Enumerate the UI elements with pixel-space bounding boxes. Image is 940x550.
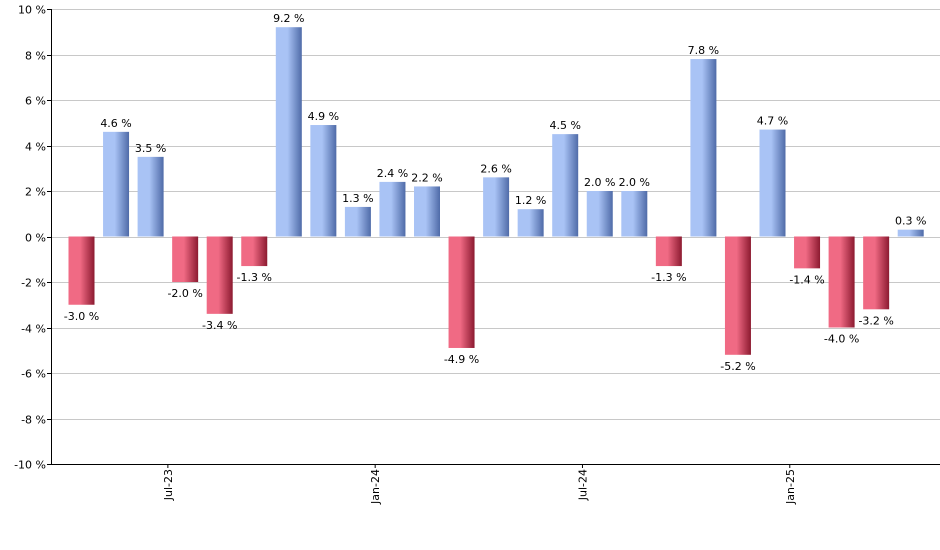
y-tick-label: 4 %: [25, 141, 46, 154]
bar: [414, 186, 440, 237]
bar-value-label: 3.5 %: [135, 142, 166, 155]
x-tick-label: Jan-24: [369, 469, 382, 505]
bar-value-label: -3.0 %: [64, 310, 99, 323]
bar-value-label: 1.2 %: [515, 194, 546, 207]
bar-value-label: -4.9 %: [444, 353, 479, 366]
bar-value-label: -4.0 %: [824, 333, 859, 346]
x-tick-label: Jan-25: [784, 469, 797, 505]
bar: [241, 236, 268, 267]
y-tick-label: -10 %: [14, 459, 46, 472]
bar-value-label: -1.4 %: [789, 273, 824, 286]
bar: [552, 134, 579, 237]
bar-value-label: 2.2 %: [411, 171, 442, 184]
bar: [275, 27, 302, 237]
bar-value-label: 7.8 %: [688, 44, 719, 57]
bar: [483, 177, 510, 237]
bar-value-label: 4.9 %: [308, 110, 339, 123]
bar: [655, 236, 682, 267]
y-tick-label: -6 %: [21, 368, 46, 381]
bar: [724, 236, 751, 355]
bar: [137, 156, 164, 237]
y-tick-label: -4 %: [21, 323, 46, 336]
bar: [517, 209, 544, 237]
axes: 10 % 8 % 6 % 4 % 2 % 0 % -2 % -4 % -6 % -8 % -10 %…: [14, 4, 940, 505]
bar: [586, 191, 613, 237]
bar: [310, 125, 337, 237]
bar-value-label: 4.6 %: [100, 117, 131, 130]
y-tick-label: -2 %: [21, 277, 46, 290]
bar: [897, 229, 924, 237]
bar: [344, 206, 371, 237]
y-tick-label: 10 %: [18, 4, 46, 17]
y-tick-label: 6 %: [25, 95, 46, 108]
bar: [206, 236, 233, 314]
bar-value-label: -3.4 %: [202, 319, 237, 332]
y-tick-label: 2 %: [25, 186, 46, 199]
x-tick-label: Jul-24: [576, 469, 589, 501]
bar-value-label: 2.4 %: [377, 167, 408, 180]
bar: [621, 191, 648, 237]
bar-value-label: 2.6 %: [480, 162, 511, 175]
bar: [794, 236, 821, 269]
bar: [68, 236, 95, 305]
bar-value-label: -1.3 %: [237, 271, 272, 284]
bar: [828, 236, 855, 328]
bar: [172, 236, 199, 282]
bar: [103, 131, 130, 237]
bar: [759, 129, 786, 237]
bar-value-label: -3.2 %: [858, 314, 893, 327]
bar-value-label: 1.3 %: [342, 192, 373, 205]
y-tick-label: 8 %: [25, 50, 46, 63]
bar: [690, 59, 717, 237]
bars: [68, 27, 924, 355]
bar-value-label: 4.7 %: [757, 115, 788, 128]
bar-value-label: 9.2 %: [273, 12, 304, 25]
y-tick-label: 0 %: [25, 232, 46, 245]
bar: [379, 181, 406, 237]
bar-value-label: -2.0 %: [167, 287, 202, 300]
bar-value-label: -5.2 %: [720, 360, 755, 373]
data-labels: -3.0 % 4.6 % 3.5 % -2.0 % -3.4 % -1.3 % 9.2 % 4…: [64, 12, 927, 373]
y-tick-label: -8 %: [21, 414, 46, 427]
bar: [448, 236, 475, 348]
bar-value-label: -1.3 %: [651, 271, 686, 284]
bar-value-label: 0.3 %: [895, 215, 926, 228]
bar-value-label: 2.0 %: [619, 176, 650, 189]
bar-value-label: 2.0 %: [584, 176, 615, 189]
x-tick-label: Jul-23: [162, 469, 175, 501]
bar-value-label: 4.5 %: [549, 119, 580, 132]
bar: [863, 236, 890, 310]
